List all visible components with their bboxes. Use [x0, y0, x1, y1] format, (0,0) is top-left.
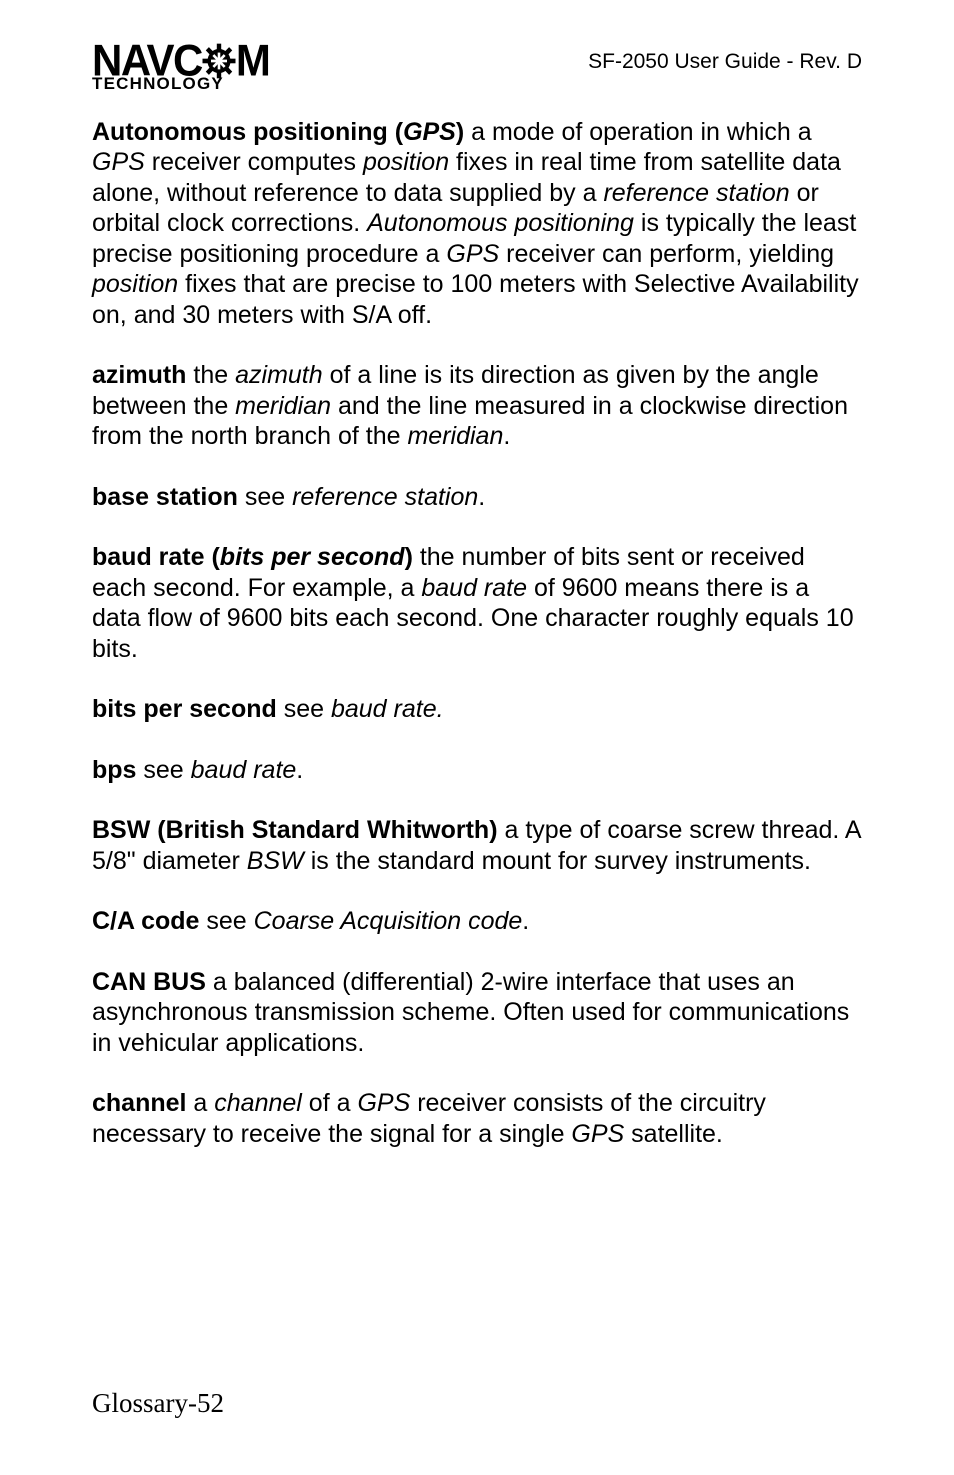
text-run: a balanced (differential) 2-wire interfa… [92, 968, 849, 1057]
text-run: receiver computes [145, 148, 363, 176]
text-run: baud rate [421, 574, 527, 602]
text-run: ) [405, 543, 413, 571]
text-run: reference station [292, 483, 478, 511]
text-run: . [478, 483, 485, 511]
brand-logo-top: NAVCM [92, 43, 269, 80]
text-run: Coarse Acquisition code [254, 907, 523, 935]
glossary-entry: bits per second see baud rate. [92, 694, 862, 725]
text-run: see [277, 695, 331, 723]
brand-logo: NAVCM TECHNOLOGY [92, 44, 269, 91]
glossary-entry: C/A code see Coarse Acquisition code. [92, 906, 862, 937]
text-run: Autonomous positioning [367, 209, 634, 237]
text-run: . [503, 422, 510, 450]
text-run: channel [214, 1089, 302, 1117]
text-run: meridian [235, 392, 331, 420]
text-run: bps [92, 756, 136, 784]
text-run: GPS [92, 148, 145, 176]
page-header: NAVCM TECHNOLOGY SF-2050 User Guide - Re… [92, 44, 862, 91]
text-run: a mode of operation in which a [464, 118, 811, 146]
glossary-entry: CAN BUS a balanced (differential) 2-wire… [92, 967, 862, 1059]
glossary-entry: channel a channel of a GPS receiver cons… [92, 1088, 862, 1149]
text-run: a [186, 1089, 214, 1117]
glossary-body: Autonomous positioning (GPS) a mode of o… [92, 117, 862, 1150]
text-run: base station [92, 483, 238, 511]
glossary-entry: Autonomous positioning (GPS) a mode of o… [92, 117, 862, 331]
gear-icon [202, 42, 236, 79]
text-run: GPS [446, 240, 499, 268]
text-run: is the standard mount for survey instrum… [304, 847, 811, 875]
brand-logo-pre: NAVC [92, 36, 202, 85]
text-run: CAN BUS [92, 968, 206, 996]
page-footer: Glossary-52 [92, 1388, 224, 1419]
header-doc-title: SF-2050 User Guide - Rev. D [588, 44, 862, 74]
text-run: see [136, 756, 190, 784]
text-run: meridian [407, 422, 503, 450]
text-run: Autonomous positioning ( [92, 118, 403, 146]
text-run: position [363, 148, 449, 176]
text-run: receiver can perform, yielding [499, 240, 834, 268]
glossary-entry: base station see reference station. [92, 482, 862, 513]
text-run: . [296, 756, 303, 784]
text-run: see [199, 907, 253, 935]
page-root: NAVCM TECHNOLOGY SF-2050 User Guide - Re… [0, 0, 954, 1475]
text-run: BSW (British Standard Whitworth) [92, 816, 498, 844]
text-run: satellite. [624, 1120, 723, 1148]
text-run: C/A code [92, 907, 199, 935]
text-run: azimuth [92, 361, 186, 389]
text-run: baud rate [191, 756, 297, 784]
glossary-entry: baud rate (bits per second) the number o… [92, 542, 862, 664]
text-run: channel [92, 1089, 186, 1117]
text-run: the [186, 361, 235, 389]
glossary-entry: bps see baud rate. [92, 755, 862, 786]
text-run: position [92, 270, 178, 298]
text-run: reference station [603, 179, 789, 207]
text-run: fixes that are precise to 100 meters wit… [92, 270, 859, 329]
text-run: baud rate. [331, 695, 444, 723]
glossary-entry: BSW (British Standard Whitworth) a type … [92, 815, 862, 876]
text-run: ) [456, 118, 464, 146]
text-run: . [522, 907, 529, 935]
text-run: GPS [403, 118, 456, 146]
text-run: BSW [247, 847, 304, 875]
text-run: bits per second [220, 543, 405, 571]
glossary-entry: azimuth the azimuth of a line is its dir… [92, 360, 862, 452]
text-run: of a [302, 1089, 358, 1117]
text-run: see [238, 483, 292, 511]
text-run: azimuth [235, 361, 323, 389]
brand-logo-post: M [236, 36, 270, 85]
text-run: GPS [357, 1089, 410, 1117]
text-run: baud rate ( [92, 543, 220, 571]
text-run: bits per second [92, 695, 277, 723]
text-run: GPS [571, 1120, 624, 1148]
